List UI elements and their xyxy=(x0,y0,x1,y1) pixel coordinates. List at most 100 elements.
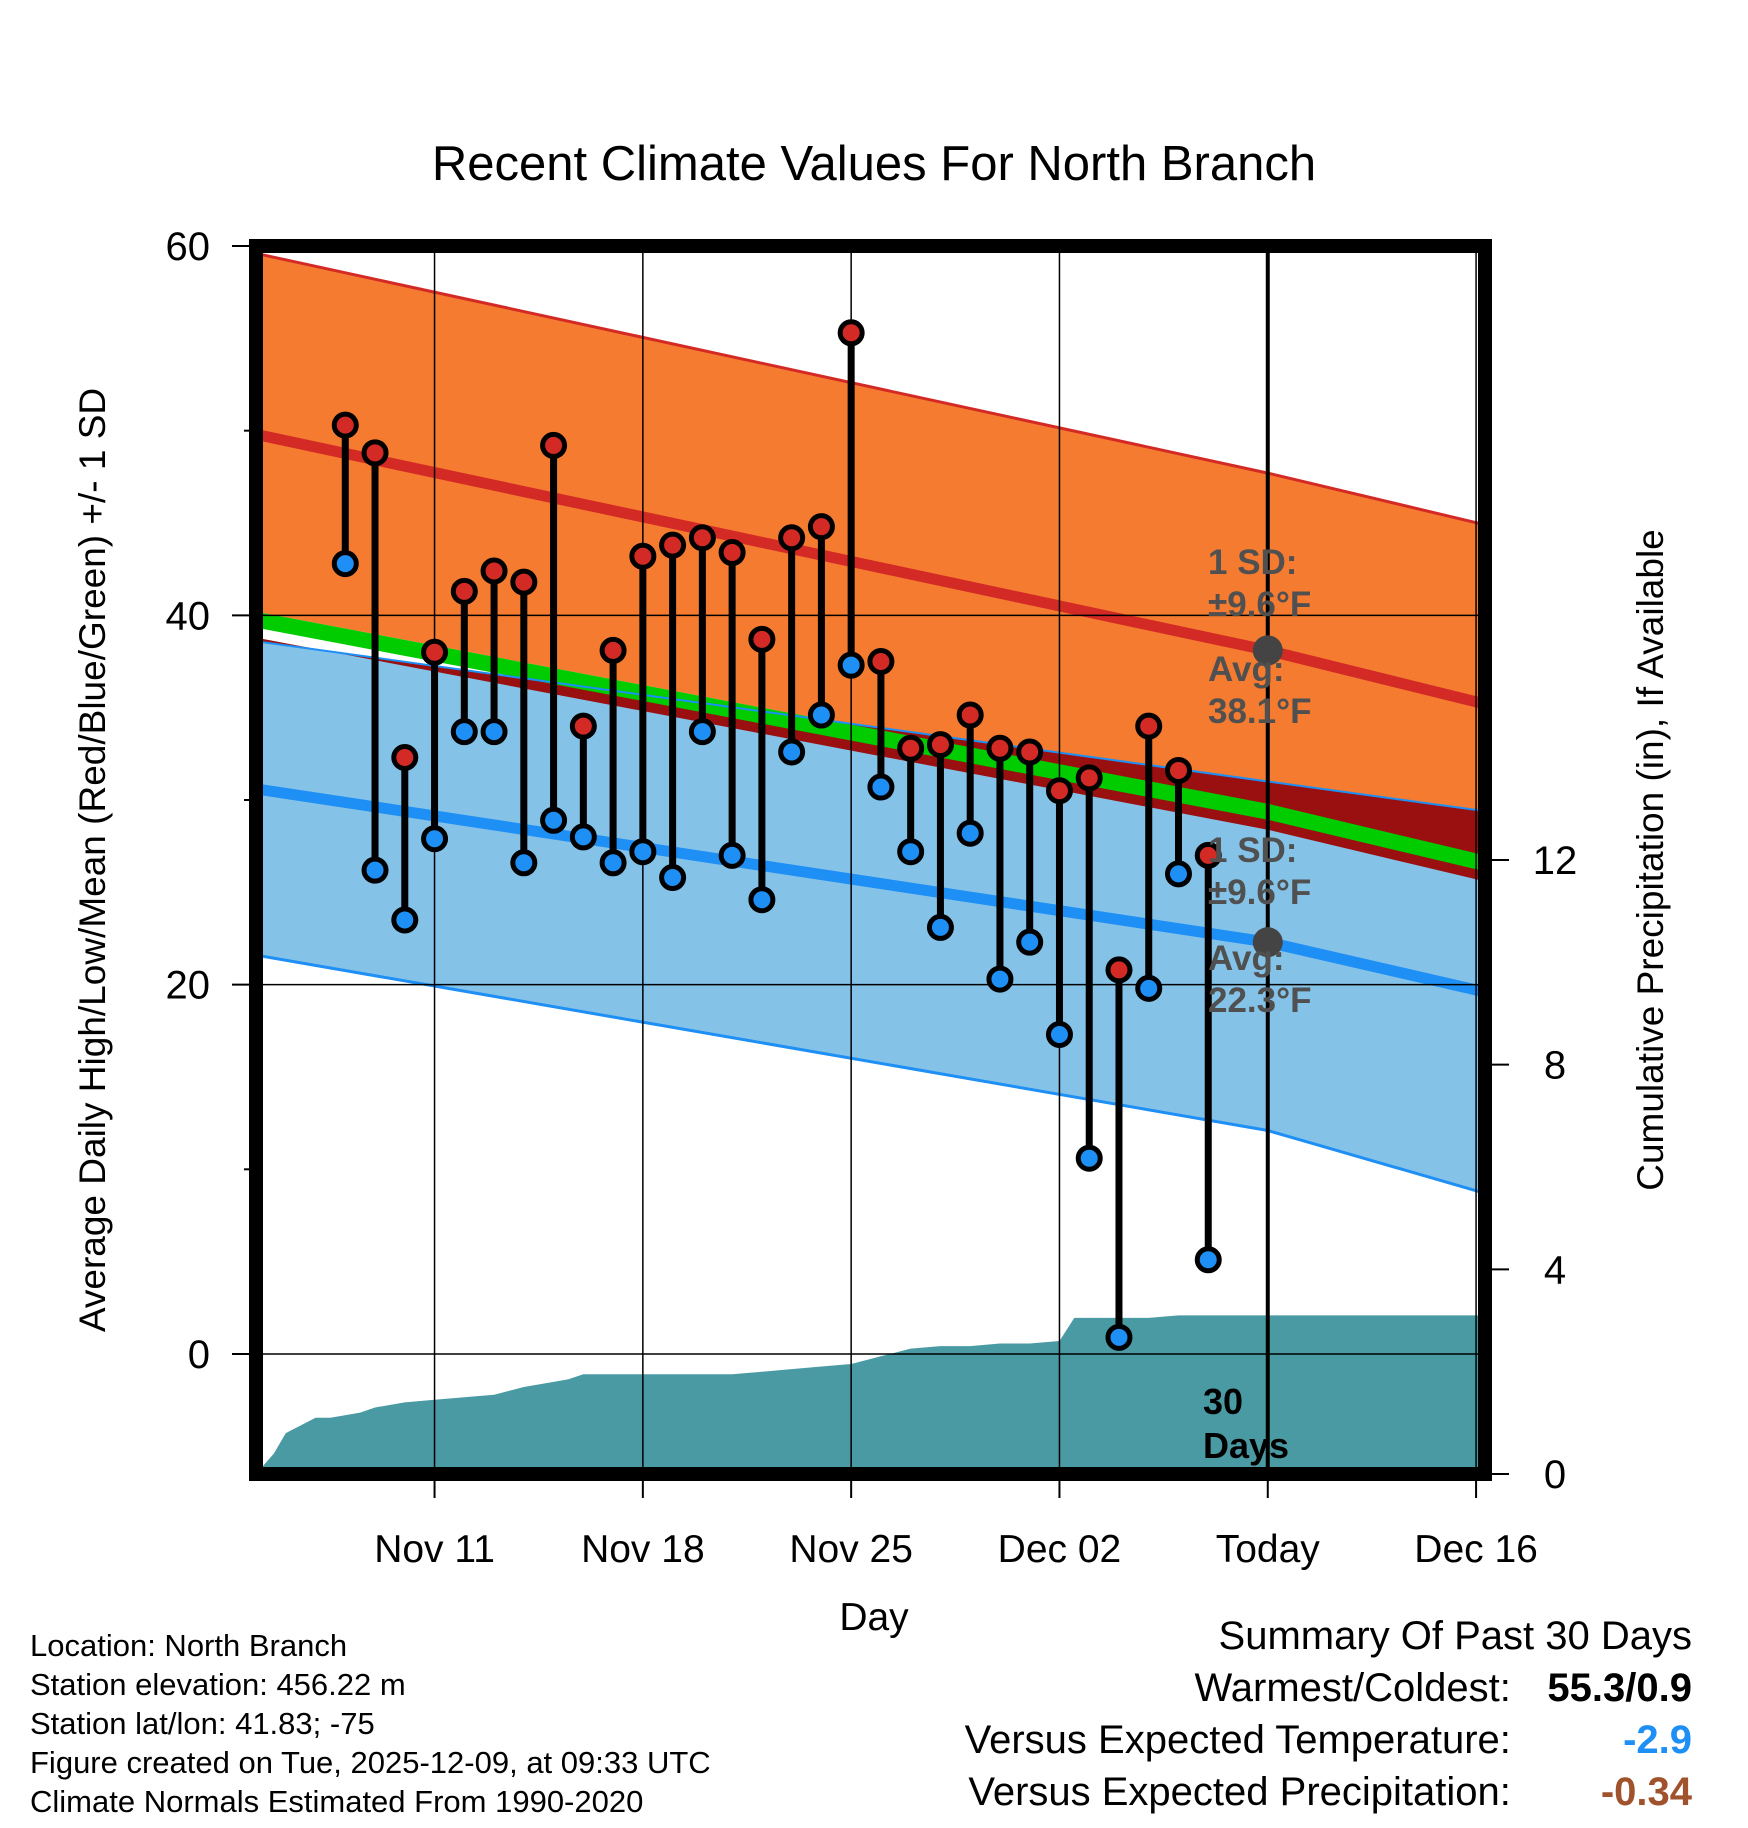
high-sd-band xyxy=(256,253,1485,856)
precip-label: Versus Expected Precipitation: xyxy=(968,1770,1511,1814)
y2-tick-label: 8 xyxy=(1544,1044,1566,1088)
low-avg-value: 22.3°F xyxy=(1208,981,1312,1020)
days-annotation: 30 Days xyxy=(1203,1381,1289,1466)
low-temp-marker xyxy=(1135,974,1163,1002)
low-temp-marker xyxy=(1227,0,1249,11)
y2-tick-label: 4 xyxy=(1544,1248,1566,1292)
high-temp-marker xyxy=(1105,956,1133,984)
x-tick-label: Nov 18 xyxy=(581,1528,705,1571)
low-temp-marker xyxy=(421,825,449,853)
high-sd-label: 1 SD: xyxy=(1208,543,1297,582)
high-temp-marker xyxy=(599,636,627,664)
low-temp-marker xyxy=(1164,860,1192,888)
high-avg-label: Avg: xyxy=(1208,650,1284,689)
high-sd-value: ±9.6°F xyxy=(1208,585,1311,624)
y-tick-label: 40 xyxy=(166,594,211,638)
plot-area xyxy=(256,0,1485,1474)
high-temp-marker xyxy=(331,411,359,439)
left-axis: 0 20 40 60 xyxy=(166,225,256,1377)
today-low-average-marker xyxy=(1252,927,1283,958)
low-temp-marker xyxy=(569,823,597,851)
latlon-text: Station lat/lon: 41.83; -75 xyxy=(30,1706,375,1741)
high-temp-marker xyxy=(421,638,449,666)
low-temp-marker xyxy=(391,906,419,934)
warmest-coldest-value: 55.3/0.9 xyxy=(1547,1666,1692,1710)
low-temp-marker xyxy=(926,913,954,941)
low-temp-marker xyxy=(897,838,925,866)
high-temp-marker xyxy=(569,712,597,740)
high-temp-marker xyxy=(450,577,478,605)
high-temp-marker xyxy=(361,439,389,467)
x-axis: Nov 11 Nov 18 Nov 25 Dec 02 Today Dec 16 xyxy=(374,1474,1538,1571)
high-temp-marker xyxy=(1135,712,1163,740)
high-temp-marker xyxy=(688,524,716,552)
created-text: Figure created on Tue, 2025-12-09, at 09… xyxy=(30,1745,711,1780)
low-temp-marker xyxy=(778,738,806,766)
x-axis-label: Day xyxy=(839,1596,909,1639)
elevation-text: Station elevation: 456.22 m xyxy=(30,1667,406,1702)
y2-tick-label: 0 xyxy=(1544,1453,1566,1497)
high-temp-marker xyxy=(1075,764,1103,792)
low-temp-marker xyxy=(659,864,687,892)
high-temp-marker xyxy=(778,524,806,552)
station-info: Location: North Branch Station elevation… xyxy=(30,1626,711,1821)
high-temp-marker xyxy=(1045,777,1073,805)
high-temp-marker xyxy=(1194,841,1222,869)
mean-average-band xyxy=(256,611,1485,872)
low-temp-marker xyxy=(450,718,478,746)
warmest-coldest-row: Warmest/Coldest: 55.3/0.9 xyxy=(965,1662,1693,1714)
temp-value: -2.9 xyxy=(1623,1718,1692,1762)
high-temp-marker xyxy=(837,319,865,347)
high-temp-marker xyxy=(540,431,568,459)
high-temp-marker xyxy=(718,539,746,567)
low-temp-marker xyxy=(837,651,865,679)
summary-panel: Summary Of Past 30 Days Warmest/Coldest:… xyxy=(965,1610,1692,1818)
low-temp-marker xyxy=(629,838,657,866)
precip-value: -0.34 xyxy=(1600,1770,1692,1814)
low-temp-marker xyxy=(867,773,895,801)
low-avg-label: Avg: xyxy=(1208,939,1284,978)
low-temp-marker xyxy=(540,806,568,834)
y2-axis-label: Cumulative Precipitation (in), If Availa… xyxy=(1630,529,1671,1191)
high-temp-marker xyxy=(986,734,1014,762)
x-tick-label: Dec 16 xyxy=(1414,1528,1538,1571)
today-high-average-marker xyxy=(1252,635,1283,666)
high-temp-marker xyxy=(807,513,835,541)
low-temp-marker xyxy=(361,856,389,884)
low-temp-marker xyxy=(1105,1323,1133,1351)
low-temp-marker xyxy=(807,701,835,729)
x-tick-label: Nov 11 xyxy=(374,1528,495,1571)
low-sd-label: 1 SD: xyxy=(1208,831,1297,870)
y2-tick-label: 12 xyxy=(1533,839,1578,883)
cumulative-precipitation-area xyxy=(256,1315,1485,1474)
low-temp-marker xyxy=(718,841,746,869)
temp-label: Versus Expected Temperature: xyxy=(964,1718,1511,1762)
high-temp-marker xyxy=(956,701,984,729)
low-temp-marker xyxy=(599,849,627,877)
x-tick-label: Nov 25 xyxy=(789,1528,913,1571)
summary-title: Summary Of Past 30 Days xyxy=(1218,1614,1692,1658)
high-temp-marker xyxy=(629,542,657,570)
high-temp-marker xyxy=(748,625,776,653)
x-tick-label: Today xyxy=(1216,1528,1321,1571)
low-temp-marker xyxy=(331,550,359,578)
warmest-coldest-label: Warmest/Coldest: xyxy=(1194,1666,1511,1710)
high-temp-marker xyxy=(391,744,419,772)
low-temp-marker xyxy=(1045,1021,1073,1049)
high-temp-marker xyxy=(510,568,538,596)
right-axis: 0 4 8 12 xyxy=(1485,839,1577,1497)
high-temp-marker xyxy=(1227,0,1249,11)
high-avg-value: 38.1°F xyxy=(1208,692,1312,731)
low-temp-marker xyxy=(1016,928,1044,956)
precip-row: Versus Expected Precipitation: -0.34 xyxy=(965,1766,1692,1818)
high-temp-marker xyxy=(1164,756,1192,784)
high-temp-marker xyxy=(480,557,508,585)
y-tick-label: 20 xyxy=(166,964,211,1008)
location-text: Location: North Branch xyxy=(30,1628,348,1663)
low-temp-marker xyxy=(986,965,1014,993)
low-temp-marker xyxy=(510,849,538,877)
y-axis-label: Average Daily High/Low/Mean (Red/Blue/Gr… xyxy=(72,388,113,1332)
low-temp-marker xyxy=(1075,1144,1103,1172)
y-tick-label: 0 xyxy=(188,1333,210,1377)
